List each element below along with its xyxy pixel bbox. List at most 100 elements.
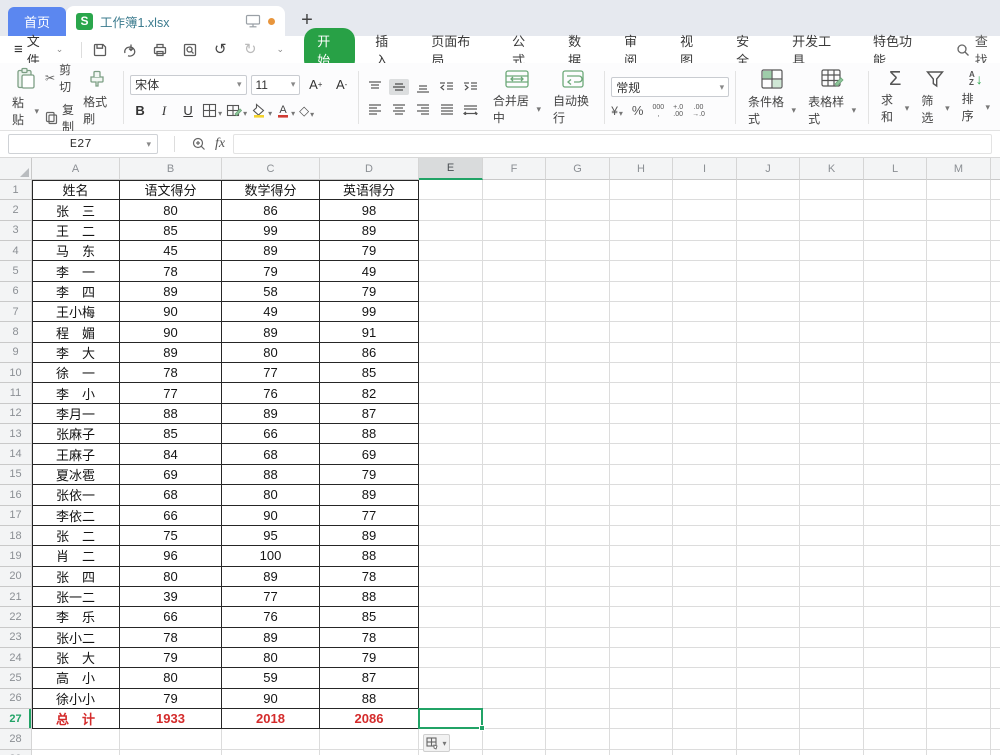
cell-C22[interactable]: 76	[222, 607, 320, 628]
align-bottom-button[interactable]	[413, 79, 433, 95]
cell-B18[interactable]: 75	[120, 525, 222, 547]
cell-J7[interactable]	[737, 302, 800, 323]
col-header-J[interactable]: J	[737, 158, 800, 180]
cell-F15[interactable]	[483, 464, 546, 486]
cell-I6[interactable]	[673, 281, 737, 303]
cell-N5[interactable]	[991, 261, 1000, 282]
cell-B7[interactable]: 90	[120, 302, 222, 323]
cell-L13[interactable]	[864, 424, 927, 445]
cell-G16[interactable]	[546, 485, 610, 506]
cell-F16[interactable]	[483, 485, 546, 506]
cell-D9[interactable]: 86	[320, 342, 419, 364]
cell-A24[interactable]: 张 大	[32, 647, 120, 669]
cell-B24[interactable]: 79	[120, 647, 222, 669]
cell-H13[interactable]	[610, 424, 673, 445]
cell-H17[interactable]	[610, 505, 673, 526]
cell-N20[interactable]	[991, 566, 1000, 587]
cell-L16[interactable]	[864, 485, 927, 506]
cell-F1[interactable]	[483, 180, 546, 201]
cell-E11[interactable]	[419, 383, 483, 404]
cell-J16[interactable]	[737, 485, 800, 506]
row-header-25[interactable]: 25	[0, 668, 32, 689]
cell-N23[interactable]	[991, 627, 1000, 648]
align-top-button[interactable]	[365, 79, 385, 95]
cell-A5[interactable]: 李 一	[32, 261, 120, 282]
cell-D7[interactable]: 99	[320, 302, 419, 323]
cell-F29[interactable]	[483, 749, 546, 755]
cell-E12[interactable]	[419, 403, 483, 425]
cell-I29[interactable]	[673, 749, 737, 755]
row-header-27[interactable]: 27	[0, 708, 32, 730]
cell-D12[interactable]: 87	[320, 403, 419, 425]
cell-K22[interactable]	[800, 607, 864, 628]
cell-A26[interactable]: 徐小小	[32, 688, 120, 709]
cell-J5[interactable]	[737, 261, 800, 282]
decrease-font-button[interactable]: A-	[335, 77, 348, 92]
cell-H16[interactable]	[610, 485, 673, 506]
conditional-format-button[interactable]: 条件格式 ▾	[742, 68, 802, 127]
cell-K5[interactable]	[800, 261, 864, 282]
italic-button[interactable]: I	[161, 102, 167, 118]
cell-C19[interactable]: 100	[222, 546, 320, 567]
cell-L11[interactable]	[864, 383, 927, 404]
cell-B25[interactable]: 80	[120, 668, 222, 689]
cell-K7[interactable]	[800, 302, 864, 323]
cell-I8[interactable]	[673, 322, 737, 343]
cell-E23[interactable]	[419, 627, 483, 648]
sum-button[interactable]: Σ 求和 ▾	[880, 68, 910, 124]
cell-I2[interactable]	[673, 200, 737, 221]
cell-L28[interactable]	[864, 729, 927, 750]
cell-I11[interactable]	[673, 383, 737, 404]
cell-K29[interactable]	[800, 749, 864, 755]
cell-A4[interactable]: 马 东	[32, 241, 120, 262]
cell-N27[interactable]	[991, 708, 1000, 730]
cell-D26[interactable]: 88	[320, 688, 419, 709]
cell-A16[interactable]: 张依一	[32, 485, 120, 506]
cell-E16[interactable]	[419, 485, 483, 506]
cell-I19[interactable]	[673, 546, 737, 567]
cell-F14[interactable]	[483, 444, 546, 465]
col-header-C[interactable]: C	[222, 158, 320, 180]
increase-font-button[interactable]: A +	[309, 77, 323, 92]
filter-button[interactable]: 筛选 ▾	[915, 68, 955, 127]
cell-L10[interactable]	[864, 363, 927, 384]
cell-E4[interactable]	[419, 241, 483, 262]
cell-M24[interactable]	[927, 647, 991, 669]
cell-L29[interactable]	[864, 749, 927, 755]
cell-M17[interactable]	[927, 505, 991, 526]
cell-K21[interactable]	[800, 586, 864, 608]
cell-N4[interactable]	[991, 241, 1000, 262]
cell-B28[interactable]	[120, 729, 222, 750]
cell-B17[interactable]: 66	[120, 505, 222, 526]
cell-D6[interactable]: 79	[320, 281, 419, 303]
cell-L9[interactable]	[864, 342, 927, 364]
cell-D19[interactable]: 88	[320, 546, 419, 567]
cell-M13[interactable]	[927, 424, 991, 445]
cell-F5[interactable]	[483, 261, 546, 282]
cell-F7[interactable]	[483, 302, 546, 323]
cell-G7[interactable]	[546, 302, 610, 323]
cell-D10[interactable]: 85	[320, 363, 419, 384]
cell-E9[interactable]	[419, 342, 483, 364]
cell-J3[interactable]	[737, 220, 800, 242]
cell-L6[interactable]	[864, 281, 927, 303]
justify-button[interactable]	[437, 101, 457, 117]
copy-button[interactable]: 复制	[45, 101, 77, 135]
select-all-corner[interactable]	[0, 158, 32, 180]
cell-H25[interactable]	[610, 668, 673, 689]
cell-M19[interactable]	[927, 546, 991, 567]
cell-L1[interactable]	[864, 180, 927, 201]
cell-A21[interactable]: 张一二	[32, 586, 120, 608]
cell-D28[interactable]	[320, 729, 419, 750]
cell-F24[interactable]	[483, 647, 546, 669]
cell-M16[interactable]	[927, 485, 991, 506]
cell-L8[interactable]	[864, 322, 927, 343]
cell-B29[interactable]	[120, 749, 222, 755]
cell-A28[interactable]	[32, 729, 120, 750]
cell-F23[interactable]	[483, 627, 546, 648]
cell-D5[interactable]: 49	[320, 261, 419, 282]
cell-B4[interactable]: 45	[120, 241, 222, 262]
cell-G17[interactable]	[546, 505, 610, 526]
cell-J20[interactable]	[737, 566, 800, 587]
cell-B23[interactable]: 78	[120, 627, 222, 648]
